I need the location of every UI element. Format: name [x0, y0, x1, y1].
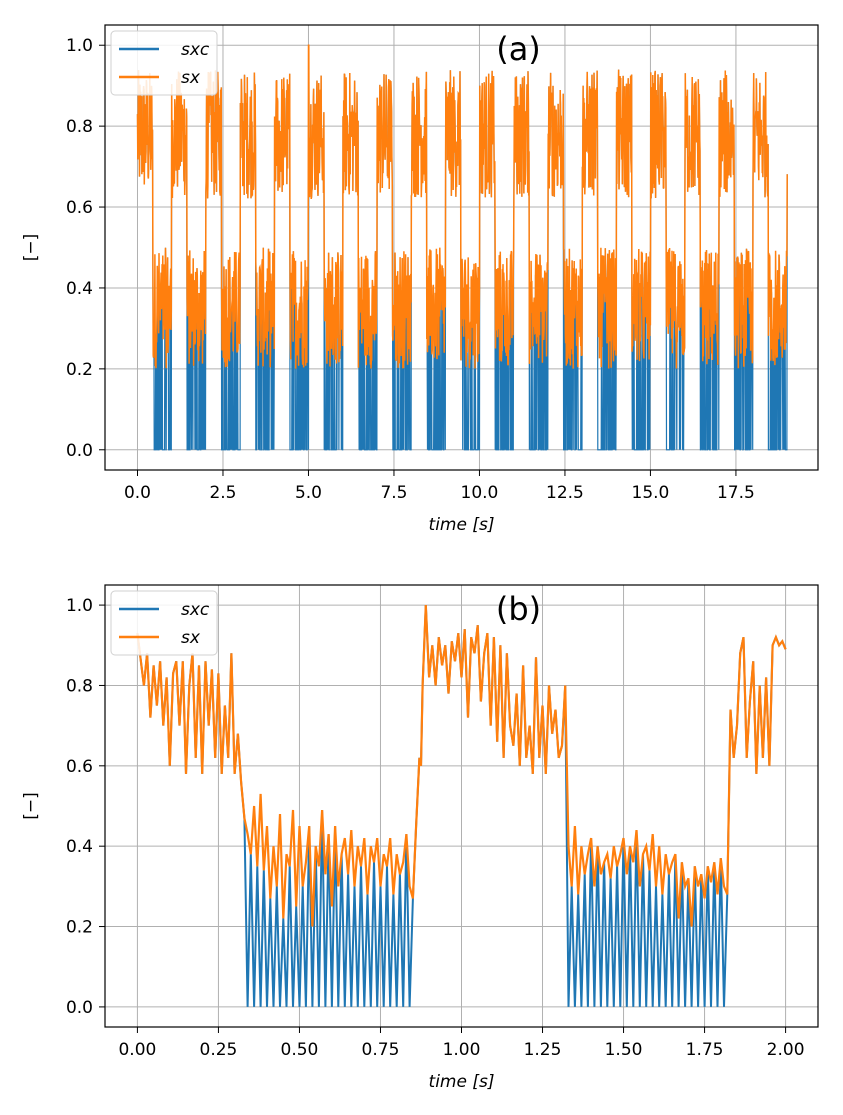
legend-label-sx: sx	[181, 68, 201, 88]
y-tick-label: 0.6	[66, 757, 93, 777]
y-tick-label: 0.4	[66, 279, 93, 299]
x-tick-label: 1.25	[524, 1040, 562, 1060]
y-tick-label: 1.0	[66, 36, 93, 56]
x-tick-label: 0.0	[124, 483, 151, 503]
x-tick-label: 0.75	[362, 1040, 400, 1060]
x-tick-label: 15.0	[632, 483, 670, 503]
x-tick-label: 2.5	[209, 483, 236, 503]
x-tick-label: 1.75	[686, 1040, 724, 1060]
legend: sxc sx	[110, 590, 218, 656]
y-tick-label: 0.8	[66, 117, 93, 137]
y-axis-label: [−]	[21, 792, 41, 820]
legend-box	[110, 30, 218, 96]
axes-frame	[104, 24, 819, 471]
y-tick-label: 0.4	[66, 837, 93, 857]
chart-panel-b: 0.00 0.25 0.50 0.75 1.00 1.25 1.50 1.75 2.00 0.0 0…	[21, 584, 819, 1092]
x-tick-label: 10.0	[461, 483, 499, 503]
x-tick-label: 2.00	[767, 1040, 805, 1060]
plot-area	[136, 605, 787, 1007]
series-sxc-line	[136, 45, 788, 451]
chart-panel-a: 0.0 2.5 5.0 7.5 10.0 12.5 15.0 17.5 0.0 0.2 0.4 0.6…	[21, 24, 819, 535]
legend-label-sxc: sxc	[181, 600, 210, 620]
x-tick-label: 1.00	[443, 1040, 481, 1060]
panel-title: (a)	[496, 30, 541, 68]
x-tick-label: 0.50	[281, 1040, 319, 1060]
x-tick-label: 7.5	[380, 483, 407, 503]
y-tick-label: 0.0	[66, 998, 93, 1018]
y-tick-label: 0.0	[66, 441, 93, 461]
x-tick-label: 17.5	[717, 483, 755, 503]
y-tick-label: 1.0	[66, 596, 93, 616]
series-sx-line	[136, 605, 787, 927]
series-sx-line	[136, 44, 788, 369]
x-tick-label: 0.25	[200, 1040, 238, 1060]
legend-label-sxc: sxc	[181, 40, 210, 60]
x-tick-label: 5.0	[295, 483, 322, 503]
y-tick-label: 0.6	[66, 198, 93, 218]
x-axis-label: time [s]	[429, 1072, 495, 1092]
x-axis-label: time [s]	[429, 515, 495, 535]
x-tick-label: 0.00	[118, 1040, 156, 1060]
panel-title: (b)	[496, 590, 541, 628]
x-tick-label: 1.50	[605, 1040, 643, 1060]
y-tick-label: 0.2	[66, 918, 93, 938]
y-axis-label: [−]	[21, 234, 41, 262]
y-tick-label: 0.8	[66, 676, 93, 696]
x-tick-label: 12.5	[546, 483, 584, 503]
legend: sxc sx	[110, 30, 218, 96]
plot-area	[136, 44, 788, 451]
y-tick-label: 0.2	[66, 360, 93, 380]
legend-label-sx: sx	[181, 628, 201, 648]
legend-box	[110, 590, 218, 656]
